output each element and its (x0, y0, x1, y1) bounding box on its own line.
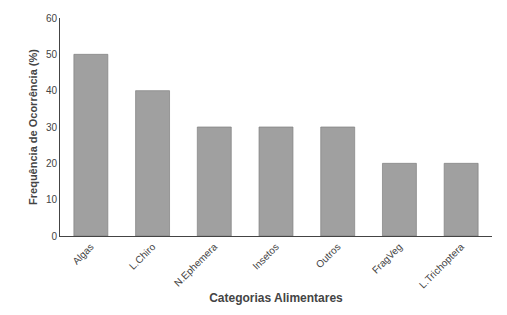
svg-text:Frequência de Ocorrência (%): Frequência de Ocorrência (%) (27, 49, 39, 205)
svg-text:0: 0 (51, 231, 57, 242)
svg-text:Outros: Outros (314, 241, 343, 270)
svg-text:40: 40 (46, 85, 58, 96)
svg-text:50: 50 (46, 49, 58, 60)
svg-text:Categorias Alimentares: Categorias Alimentares (209, 291, 343, 305)
svg-text:60: 60 (46, 13, 58, 24)
svg-text:20: 20 (46, 158, 58, 169)
svg-text:10: 10 (46, 194, 58, 205)
svg-text:L.Trichoptera: L.Trichoptera (417, 241, 466, 290)
svg-text:FragVeg: FragVeg (370, 241, 405, 276)
svg-text:L.Chiro: L.Chiro (127, 241, 158, 272)
svg-text:30: 30 (46, 122, 58, 133)
svg-text:Algas: Algas (70, 241, 95, 266)
svg-text:N.Ephemera: N.Ephemera (172, 241, 220, 289)
svg-text:Insetos: Insetos (250, 241, 281, 272)
